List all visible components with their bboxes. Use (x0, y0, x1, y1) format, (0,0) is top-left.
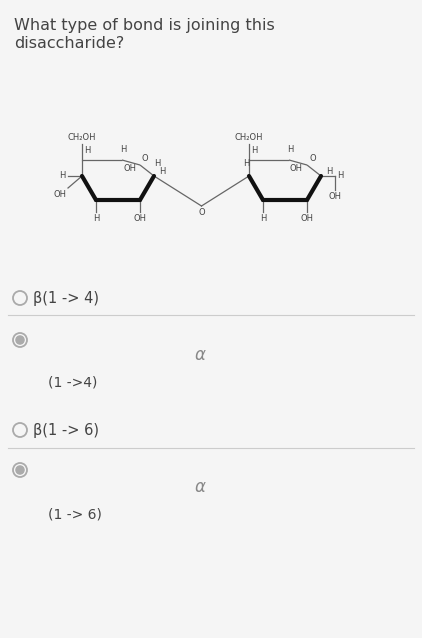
Text: α: α (195, 346, 206, 364)
Text: H: H (287, 145, 293, 154)
Text: H: H (243, 159, 249, 168)
Text: O: O (142, 154, 149, 163)
Text: H: H (93, 214, 99, 223)
Circle shape (16, 336, 24, 344)
Text: (1 -> 6): (1 -> 6) (48, 508, 102, 522)
Text: disaccharide?: disaccharide? (14, 36, 124, 51)
Text: H: H (120, 145, 126, 154)
Text: β(1 -> 6): β(1 -> 6) (33, 422, 99, 438)
Text: O: O (198, 208, 205, 217)
Text: H: H (60, 172, 66, 181)
Text: β(1 -> 4): β(1 -> 4) (33, 290, 99, 306)
Text: OH: OH (133, 214, 146, 223)
Text: H: H (84, 146, 90, 155)
Text: OH: OH (123, 164, 136, 173)
Text: OH: OH (300, 214, 314, 223)
Text: What type of bond is joining this: What type of bond is joining this (14, 18, 275, 33)
Text: OH: OH (328, 192, 341, 201)
Text: OH: OH (53, 190, 66, 199)
Text: H: H (251, 146, 257, 155)
Text: O: O (309, 154, 316, 163)
Text: H: H (326, 167, 333, 175)
Circle shape (16, 466, 24, 474)
Text: α: α (195, 478, 206, 496)
Text: CH₂OH: CH₂OH (235, 133, 263, 142)
Text: OH: OH (290, 164, 303, 173)
Text: H: H (159, 167, 165, 175)
Text: H: H (337, 172, 344, 181)
Text: H: H (154, 159, 160, 168)
Text: CH₂OH: CH₂OH (68, 133, 96, 142)
Text: H: H (260, 214, 266, 223)
Text: (1 ->4): (1 ->4) (48, 376, 97, 390)
